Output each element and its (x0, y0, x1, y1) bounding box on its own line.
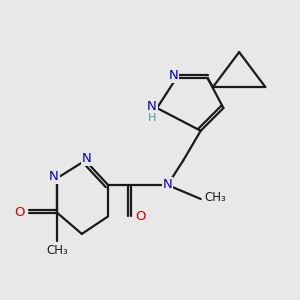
Text: N: N (169, 69, 178, 82)
Text: H: H (148, 113, 156, 123)
Text: N: N (82, 152, 92, 165)
Text: O: O (14, 206, 25, 219)
Text: O: O (135, 210, 146, 223)
Text: N: N (49, 170, 59, 183)
Text: CH₃: CH₃ (205, 191, 226, 204)
Text: N: N (163, 178, 172, 191)
Text: N: N (147, 100, 157, 113)
Text: CH₃: CH₃ (46, 244, 68, 257)
